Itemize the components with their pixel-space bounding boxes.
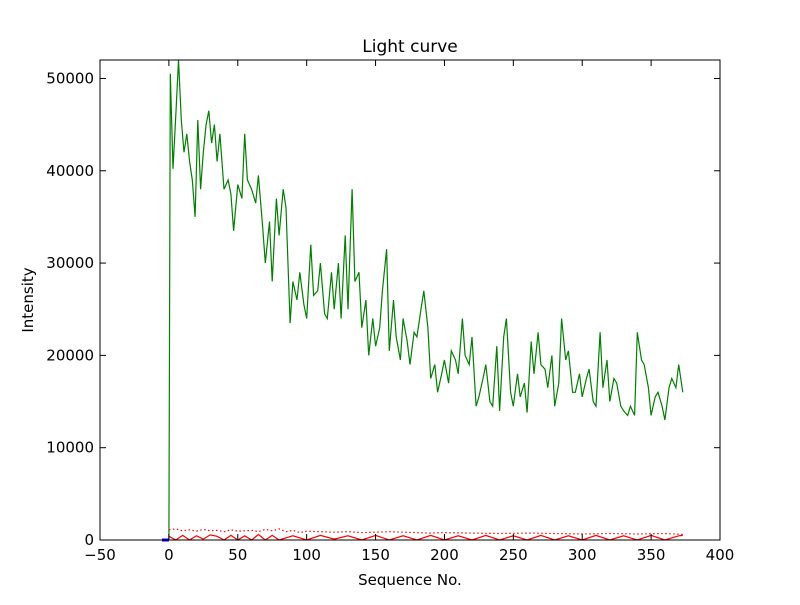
x-tick-label: 100 [292,546,321,564]
x-tick-label: 350 [637,546,666,564]
x-tick-label: 300 [568,546,597,564]
x-tick-label: 50 [228,546,247,564]
x-tick-label: 400 [706,546,735,564]
chart-title: Light curve [362,37,457,57]
y-tick-label: 50000 [46,69,94,87]
x-tick-label: −50 [84,546,116,564]
x-axis-label: Sequence No. [358,571,462,589]
y-axis-label: Intensity [19,267,37,332]
y-tick-label: 20000 [46,346,94,364]
y-axis-ticks: 0 10000 20000 30000 40000 50000 [46,69,720,549]
plot-frame [99,59,721,541]
series-line-2 [168,528,683,536]
y-tick-label: 0 [84,531,94,549]
x-axis-ticks: −50 0 50 100 150 200 250 300 350 400 [84,60,734,564]
x-tick-label: 200 [430,546,459,564]
y-tick-label: 40000 [46,162,94,180]
y-tick-label: 30000 [46,254,94,272]
y-tick-label: 10000 [46,439,94,457]
x-tick-label: 250 [499,546,528,564]
series-line-1 [168,59,684,541]
x-tick-label: 0 [164,546,174,564]
x-tick-label: 150 [361,546,390,564]
